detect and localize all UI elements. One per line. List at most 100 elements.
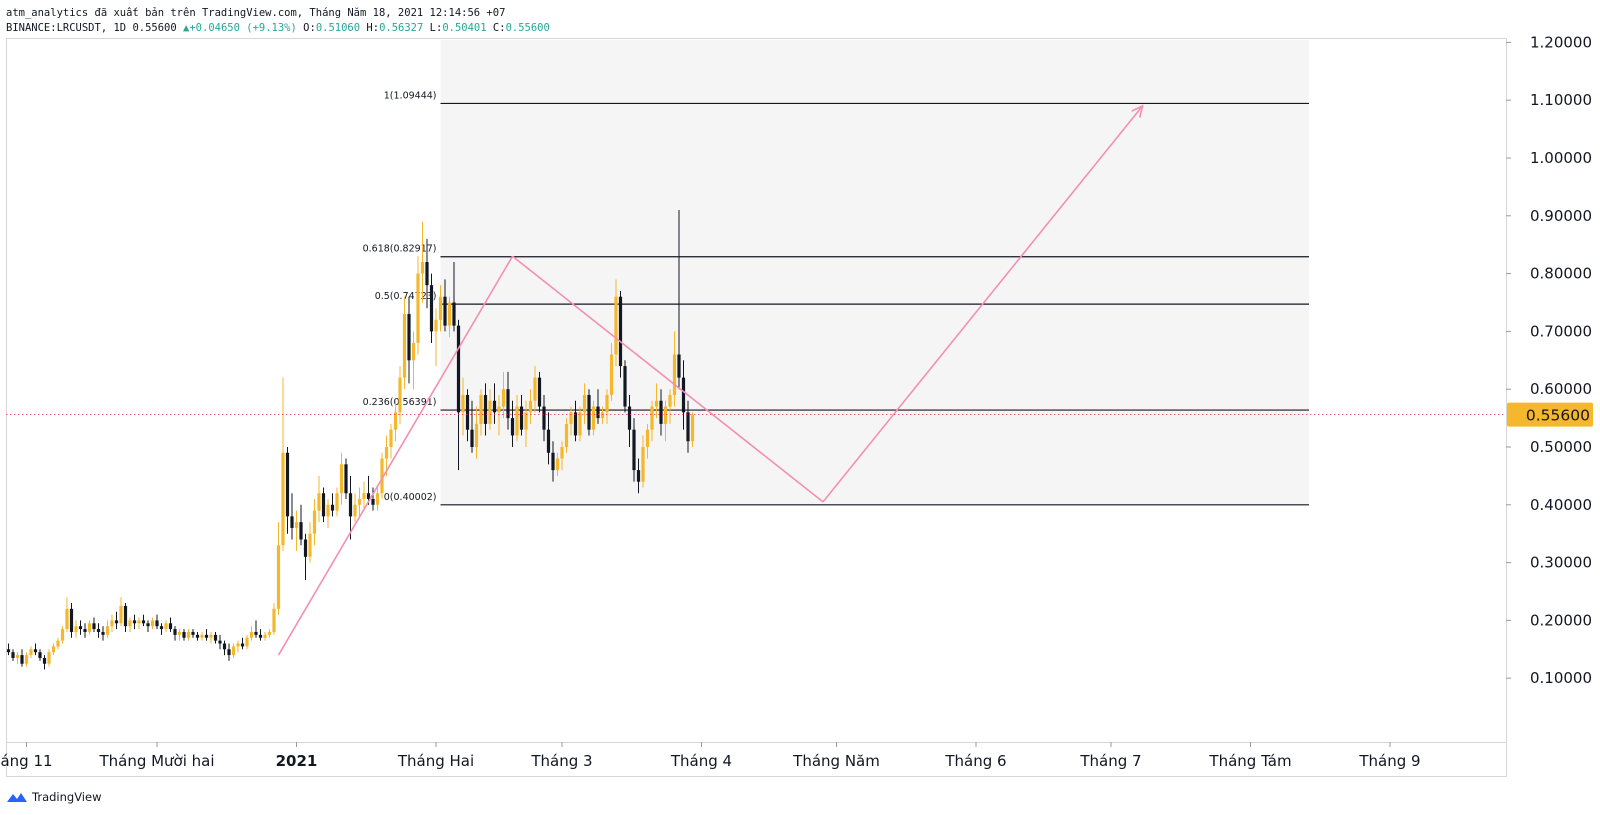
candle-body — [321, 493, 326, 517]
candle-body — [443, 296, 447, 326]
candle-body — [591, 406, 596, 430]
candle-body — [114, 620, 119, 624]
candle — [254, 620, 258, 638]
candle — [582, 383, 587, 424]
candle — [492, 383, 497, 424]
candle — [645, 423, 650, 459]
x-tick-label: Tháng 7 — [1079, 752, 1141, 770]
candle-body — [461, 394, 465, 413]
candle — [15, 652, 20, 664]
candle — [402, 296, 407, 390]
last-price: 0.55600 — [132, 22, 177, 34]
candle-body — [560, 447, 564, 459]
candle — [663, 400, 668, 442]
price-badge: 0.55600 — [1507, 402, 1593, 427]
x-tick-label: Tháng 9 — [1358, 752, 1420, 770]
candle-body — [641, 447, 645, 482]
pattern-segment[interactable] — [277, 255, 514, 656]
y-tick-label: 0.90000 — [1530, 207, 1592, 225]
candle-body — [348, 493, 353, 517]
candle-body — [249, 631, 254, 638]
candle-body — [605, 394, 609, 413]
candle-body — [375, 493, 380, 505]
candle — [618, 290, 623, 378]
price-axis[interactable]: 0.10000 0.20000 0.30000 0.40000 0.50000 0.600… — [1506, 33, 1592, 687]
candle-body — [366, 493, 371, 500]
candle-body — [510, 418, 515, 436]
chart-header: atm_analytics đã xuất bản trên TradingVi… — [6, 6, 550, 36]
candle-body — [645, 429, 650, 447]
candle-body — [290, 516, 294, 528]
candle-body — [78, 626, 83, 630]
candle-body — [155, 620, 159, 627]
candle — [186, 629, 191, 641]
candle — [447, 296, 452, 338]
candle — [308, 522, 312, 563]
candle — [182, 629, 186, 641]
candle-body — [33, 649, 38, 653]
candle-body — [479, 394, 483, 424]
candle — [407, 296, 411, 384]
candle — [654, 383, 659, 419]
candle — [470, 400, 474, 453]
candle-body — [245, 637, 249, 647]
candle-body — [600, 412, 605, 419]
x-tick-label: Tháng 4 — [670, 752, 732, 770]
candle — [357, 487, 362, 517]
candle-body — [425, 262, 429, 286]
candle-body — [663, 406, 668, 424]
candle-body — [497, 406, 501, 413]
candle — [479, 389, 483, 436]
candle-body — [195, 634, 200, 638]
candle — [56, 637, 60, 650]
candle-body — [452, 302, 456, 326]
candle — [384, 435, 389, 476]
candle-body — [483, 394, 488, 424]
candle-body — [609, 354, 614, 395]
fib-retracement[interactable]: 1(1.09444)0.618(0.82917)0.5(0.74723)0.23… — [363, 40, 1309, 506]
candle — [600, 406, 605, 424]
candle-body — [6, 649, 11, 653]
fib-level-label: 0.618(0.82917) — [363, 244, 437, 255]
candle-body — [690, 414, 695, 442]
candle — [51, 643, 56, 656]
candle — [551, 441, 555, 482]
candle-body — [416, 273, 420, 343]
candle — [425, 238, 429, 309]
pattern-segment[interactable] — [512, 255, 824, 503]
candle — [204, 629, 209, 641]
candle-body — [362, 493, 366, 500]
pattern-drawing[interactable] — [277, 104, 1144, 656]
candle — [150, 617, 155, 630]
candle-body — [537, 377, 542, 407]
candle-body — [267, 631, 272, 635]
candle-body — [272, 608, 276, 632]
close-value: 0.55600 — [505, 22, 550, 34]
candle-body — [74, 626, 78, 632]
candle-body — [132, 620, 137, 624]
candle — [245, 634, 249, 650]
candle-body — [515, 406, 519, 436]
x-tick-label: Tháng Mười hai — [98, 752, 214, 770]
candle — [524, 400, 528, 447]
candle-body — [339, 464, 344, 494]
candle — [366, 475, 371, 505]
pattern-segment[interactable] — [822, 105, 1144, 503]
candle — [362, 481, 366, 511]
candle — [605, 389, 609, 424]
time-axis[interactable]: áng 11 Tháng Mười hai 2021 Tháng Hai Tháng 3… — [0, 742, 1421, 770]
candle-body — [542, 406, 546, 430]
open-value: 0.51060 — [315, 22, 361, 34]
candle — [240, 637, 245, 650]
candle-body — [344, 464, 348, 494]
candle-body — [474, 423, 479, 447]
candle-body — [312, 510, 317, 534]
candle-body — [101, 631, 105, 635]
candle-body — [231, 646, 236, 656]
candle-body — [227, 649, 231, 656]
x-tick-label: áng 11 — [0, 752, 52, 770]
x-tick-label: Tháng Hai — [397, 752, 474, 770]
candle-body — [303, 539, 308, 557]
candle — [416, 256, 420, 355]
